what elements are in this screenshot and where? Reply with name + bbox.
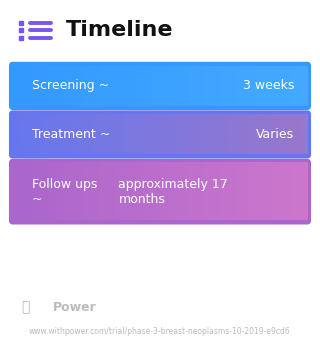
Text: Follow ups
~: Follow ups ~ [32,178,97,206]
Text: ⏻: ⏻ [21,300,29,314]
Text: Screening ~: Screening ~ [32,79,109,92]
Text: Timeline: Timeline [66,20,173,40]
Text: www.withpower.com/trial/phase-3-breast-neoplasms-10-2019-e9cd6: www.withpower.com/trial/phase-3-breast-n… [29,327,291,336]
Text: 3 weeks: 3 weeks [243,79,294,92]
Text: approximately 17
months: approximately 17 months [118,178,228,206]
FancyBboxPatch shape [9,110,311,159]
Text: Treatment ~: Treatment ~ [32,128,110,141]
Text: Varies: Varies [256,128,294,141]
FancyBboxPatch shape [9,62,311,110]
Text: Power: Power [53,301,97,314]
FancyBboxPatch shape [9,159,311,225]
